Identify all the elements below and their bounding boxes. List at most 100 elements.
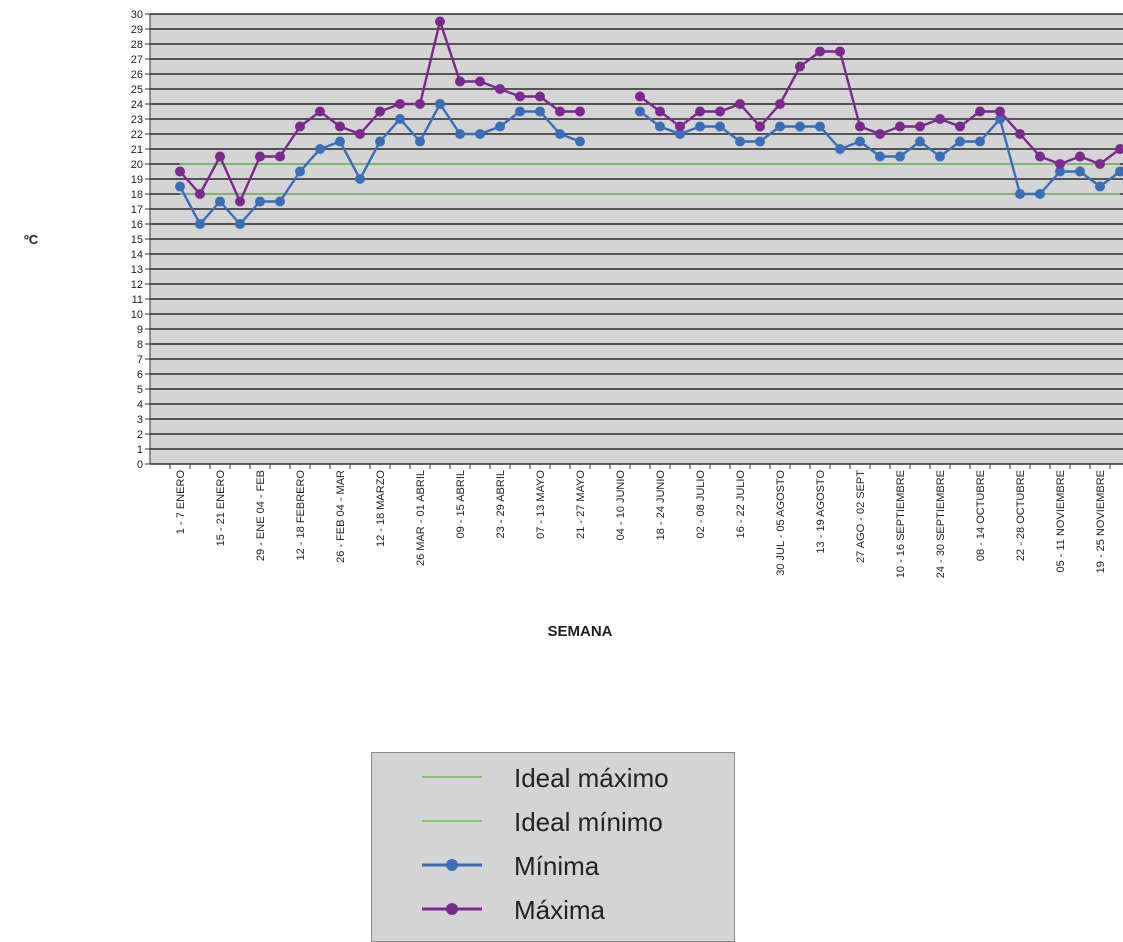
data-point (475, 129, 485, 139)
data-point (1035, 189, 1045, 199)
data-point (295, 121, 305, 132)
x-tick-label: 02 - 08 JULIO (695, 470, 707, 539)
data-point (875, 129, 885, 139)
data-point (675, 121, 685, 132)
data-point (515, 106, 525, 117)
data-point (195, 219, 205, 229)
data-point (535, 91, 545, 102)
data-point (835, 144, 845, 154)
data-point (1015, 129, 1025, 139)
data-point (1035, 151, 1045, 162)
data-point (275, 196, 285, 207)
data-point (215, 151, 225, 162)
y-tick-label: 29 (131, 24, 143, 36)
data-point (935, 151, 945, 162)
data-point (915, 121, 925, 132)
data-point (1075, 151, 1085, 162)
y-tick-label: 23 (131, 114, 143, 126)
y-tick-label: 13 (131, 264, 143, 276)
y-tick-label: 21 (131, 144, 143, 156)
data-point (775, 121, 785, 132)
y-tick-label: 9 (137, 324, 143, 336)
x-tick-label: 30 JUL - 05 AGOSTO (775, 470, 787, 576)
data-point (975, 136, 985, 147)
x-tick-label: 12 - 18 FEBRERO (295, 470, 307, 561)
data-point (395, 99, 405, 109)
data-point (735, 136, 745, 147)
data-point (495, 121, 505, 132)
y-tick-label: 30 (131, 9, 143, 21)
data-point (215, 196, 225, 207)
data-point (635, 91, 645, 102)
y-tick-label: 2 (137, 429, 143, 441)
y-tick-label: 11 (132, 294, 143, 306)
data-point (695, 106, 705, 117)
y-tick-label: 19 (131, 174, 143, 186)
legend-label: Mínima (514, 851, 600, 881)
data-point (775, 99, 785, 109)
data-point (395, 114, 405, 124)
legend-item: Ideal máximo (372, 761, 734, 801)
y-tick-label: 0 (137, 459, 143, 471)
series-2 (175, 99, 1123, 229)
x-tick-label: 05 - 11 NOVIEMBRE (1055, 470, 1067, 573)
data-point (415, 99, 425, 109)
x-tick-label: 09 - 15 ABRIL (455, 470, 467, 539)
temperature-chart: 0123456789101112131415161718192021222324… (24, 9, 1123, 640)
data-point (535, 106, 545, 117)
data-point (895, 121, 905, 132)
legend-label: Ideal mínimo (514, 807, 663, 837)
data-point (915, 136, 925, 147)
y-tick-label: 4 (137, 399, 143, 411)
y-tick-label: 14 (131, 249, 143, 261)
x-tick-label: 27 AGO - 02 SEPT (855, 470, 867, 563)
y-tick-label: 12 (131, 279, 143, 291)
data-point (1115, 166, 1123, 177)
x-axis-label: SEMANA (547, 623, 612, 640)
x-tick-label: 1 - 7 ENERO (175, 470, 187, 535)
data-point (415, 136, 425, 147)
x-tick-label: 04 - 10 JUNIO (615, 470, 627, 541)
data-point (575, 136, 585, 147)
y-tick-label: 6 (137, 369, 143, 381)
y-tick-label: 8 (137, 339, 143, 351)
data-point (1055, 159, 1065, 169)
data-point (855, 136, 865, 147)
data-point (435, 99, 445, 109)
data-point (875, 151, 885, 162)
x-tick-label: 07 - 13 MAYO (535, 470, 547, 539)
data-point (515, 91, 525, 102)
data-point (455, 129, 465, 139)
series-3 (175, 16, 1123, 207)
data-point (375, 106, 385, 117)
y-tick-label: 26 (131, 69, 143, 81)
y-tick-label: 5 (137, 384, 143, 396)
data-point (795, 61, 805, 72)
legend-swatch (422, 859, 482, 871)
data-point (175, 181, 185, 192)
y-tick-label: 24 (131, 99, 143, 111)
data-point (235, 196, 245, 207)
data-point (1055, 166, 1065, 177)
x-axis-ticks: 1 - 7 ENERO 15 - 21 ENERO 29 - ENE 04 - FE… (169, 464, 1111, 578)
x-tick-label: 18 - 24 JUNIO (655, 470, 667, 541)
data-point (1015, 189, 1025, 199)
y-tick-label: 3 (137, 414, 143, 426)
data-point (175, 166, 185, 177)
data-point (715, 121, 725, 132)
x-tick-label: 10 - 16 SEPTIEMBRE (895, 470, 907, 578)
data-point (655, 106, 665, 117)
x-tick-label: 21 - 27 MAYO (575, 470, 587, 539)
y-tick-label: 20 (131, 159, 143, 171)
x-tick-label: 15 - 21 ENERO (215, 470, 227, 547)
x-tick-label: 29 - ENE 04 - FEB (255, 470, 267, 561)
data-point (335, 136, 345, 147)
data-point (655, 121, 665, 132)
x-tick-label: 19 - 25 NOVIEMBRE (1095, 470, 1107, 573)
data-point (995, 114, 1005, 124)
x-tick-label: 08 - 14 OCTUBRE (975, 470, 987, 561)
x-tick-label: 16 - 22 JULIO (735, 470, 747, 539)
y-tick-label: 28 (131, 39, 143, 51)
y-tick-label: 16 (131, 219, 143, 231)
data-point (795, 121, 805, 132)
